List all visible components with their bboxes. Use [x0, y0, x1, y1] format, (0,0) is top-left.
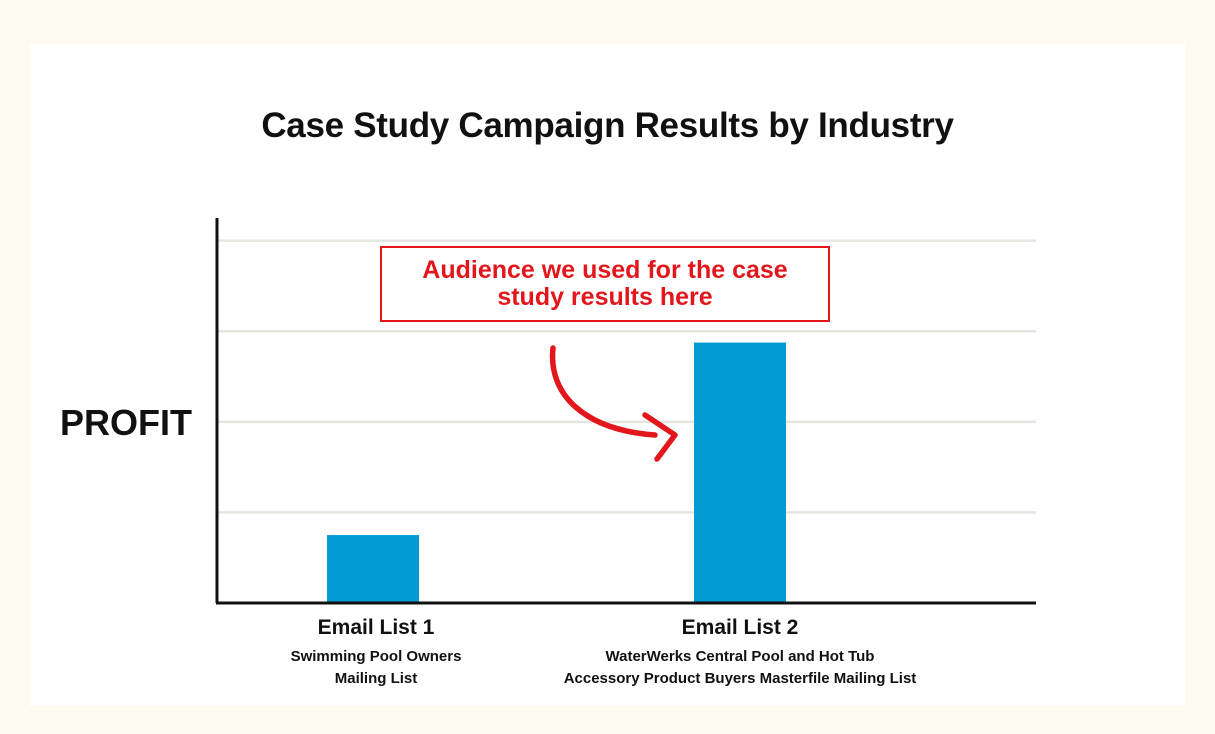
category-description-line: WaterWerks Central Pool and Hot Tub: [605, 648, 875, 665]
x-category-email-list-2: Email List 2 WaterWerks Central Pool and…: [500, 616, 980, 690]
x-tick-label: Email List 2: [681, 616, 799, 639]
category-description: Swimming Pool Owners Mailing List: [226, 646, 526, 690]
annotation-text: Audience we used for the case study resu…: [422, 256, 788, 311]
x-category-email-list-1: Email List 1 Swimming Pool Owners Mailin…: [226, 616, 526, 690]
category-description-line: Accessory Product Buyers Masterfile Mail…: [563, 670, 917, 687]
bar-email-list-1: [327, 535, 419, 603]
bar-email-list-2: [694, 342, 786, 603]
chart-card: [30, 44, 1185, 706]
annotation-callout: Audience we used for the case study resu…: [380, 246, 830, 322]
category-description-line: Mailing List: [334, 670, 418, 687]
category-description: WaterWerks Central Pool and Hot Tub Acce…: [500, 646, 980, 690]
bars: [327, 342, 786, 603]
curved-arrow-icon: [549, 345, 678, 462]
y-axis-label: PROFIT: [60, 402, 192, 443]
gridlines: [217, 239, 1036, 514]
x-tick-label: Email List 1: [317, 616, 435, 639]
chart-title: Case Study Campaign Results by Industry: [261, 106, 954, 145]
category-description-line: Swimming Pool Owners: [290, 648, 462, 665]
